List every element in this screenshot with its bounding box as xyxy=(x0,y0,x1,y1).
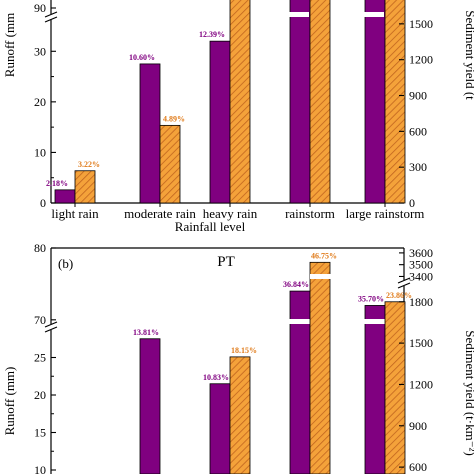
axis-break-mark xyxy=(44,11,58,18)
left-tick-label: 70 xyxy=(34,313,46,327)
right-tick-label: 600 xyxy=(409,460,427,474)
left-tick-label: 10 xyxy=(34,463,46,474)
bar-sediment xyxy=(74,170,96,204)
x-tick-label: moderate rain xyxy=(124,206,196,221)
left-axis-title: Runoff (mm xyxy=(2,13,17,77)
left-tick-label: 30 xyxy=(34,44,46,58)
x-tick-label: light rain xyxy=(51,206,99,221)
right-axis-title: Sediment yield (t·km⁻²) xyxy=(463,330,474,456)
bar-break-gap xyxy=(364,319,385,324)
bar-sediment xyxy=(384,0,406,204)
bar-runoff xyxy=(364,305,386,474)
bar-runoff xyxy=(289,290,311,474)
left-axis-title: Runoff (mm) xyxy=(2,367,17,436)
left-tick-label: 20 xyxy=(34,388,46,402)
bar-runoff xyxy=(209,383,231,474)
axis-break-gap xyxy=(45,14,57,19)
bar-sediment xyxy=(309,261,331,474)
bar-sediment xyxy=(159,124,181,204)
x-tick-label: heavy rain xyxy=(203,206,258,221)
panel-b: 13.81% 10.83% 18.15% 36.84% 46.75% 35.70% 23.8… xyxy=(2,241,474,474)
left-tick-label: 0 xyxy=(40,196,46,210)
right-tick-label: 1200 xyxy=(409,377,433,391)
bar-runoff xyxy=(289,0,311,204)
data-label-runoff: 10.60% xyxy=(129,53,155,62)
right-tick-label: 1800 xyxy=(409,295,433,309)
axis-break-mark xyxy=(44,321,58,328)
bar-break-gap xyxy=(289,319,310,324)
bar-sediment xyxy=(229,356,251,474)
right-tick-label: 300 xyxy=(409,160,427,174)
left-tick-label: 15 xyxy=(34,426,46,440)
bar-runoff xyxy=(139,63,161,204)
bar-sediment xyxy=(309,0,331,204)
right-tick-label: 3600 xyxy=(409,246,433,260)
panel-a: 2.18% 3.22% light rain 10.60% 4.89% moderate … xyxy=(2,0,474,234)
data-label-sediment: 3.22% xyxy=(78,160,100,169)
bar-runoff xyxy=(364,0,386,204)
bar-break-gap xyxy=(364,12,384,17)
axis-break-gap xyxy=(45,324,57,330)
bar-sediment xyxy=(229,0,251,204)
left-tick-label: 20 xyxy=(34,95,46,109)
right-tick-label: 900 xyxy=(409,89,427,103)
panel-title: PT xyxy=(217,254,235,270)
bar-break-gap xyxy=(289,12,309,17)
data-label-runoff: 10.83% xyxy=(203,373,229,382)
bar-runoff xyxy=(54,189,76,204)
axis-break-gap xyxy=(398,280,410,286)
right-tick-label: 900 xyxy=(409,419,427,433)
right-tick-label: 0 xyxy=(409,196,415,210)
axis-break-mark xyxy=(44,326,58,333)
data-label-runoff: 13.81% xyxy=(133,328,159,337)
data-label-sediment: 18.15% xyxy=(231,346,257,355)
data-label-runoff: 12.39% xyxy=(199,30,225,39)
axis-break-mark xyxy=(397,277,411,284)
data-label-runoff: 36.84% xyxy=(283,280,309,289)
left-tick-label: 10 xyxy=(34,145,46,159)
right-tick-label: 1200 xyxy=(409,53,433,67)
axis-break-mark xyxy=(44,16,58,23)
x-axis-title: Rainfall level xyxy=(175,219,246,234)
panel-label: (b) xyxy=(58,256,73,271)
left-tick-label: 90 xyxy=(34,1,46,15)
right-tick-label: 1500 xyxy=(409,336,433,350)
right-tick-label: 3500 xyxy=(409,258,433,272)
axis-break-mark xyxy=(397,282,411,289)
right-tick-label: 1500 xyxy=(409,17,433,31)
right-axis-title: Sediment yield (t xyxy=(463,10,474,100)
data-label-sediment: 46.75% xyxy=(311,251,337,260)
data-label-runoff: 35.70% xyxy=(358,294,384,303)
x-tick-label: rainstorm xyxy=(285,206,335,221)
data-label-sediment: 4.89% xyxy=(163,114,185,123)
data-label-runoff: 2.18% xyxy=(46,179,68,188)
bar-sediment xyxy=(384,301,406,474)
left-tick-label: 25 xyxy=(34,351,46,365)
left-tick-label: 80 xyxy=(34,241,46,255)
bar-runoff xyxy=(139,338,161,474)
bar-break-gap xyxy=(310,274,331,279)
bar-runoff xyxy=(209,40,231,204)
data-label-sediment: 23.86% xyxy=(386,291,412,300)
x-tick-label: large rainstorm xyxy=(346,206,425,221)
right-tick-label: 3400 xyxy=(409,269,433,283)
right-tick-label: 600 xyxy=(409,124,427,138)
